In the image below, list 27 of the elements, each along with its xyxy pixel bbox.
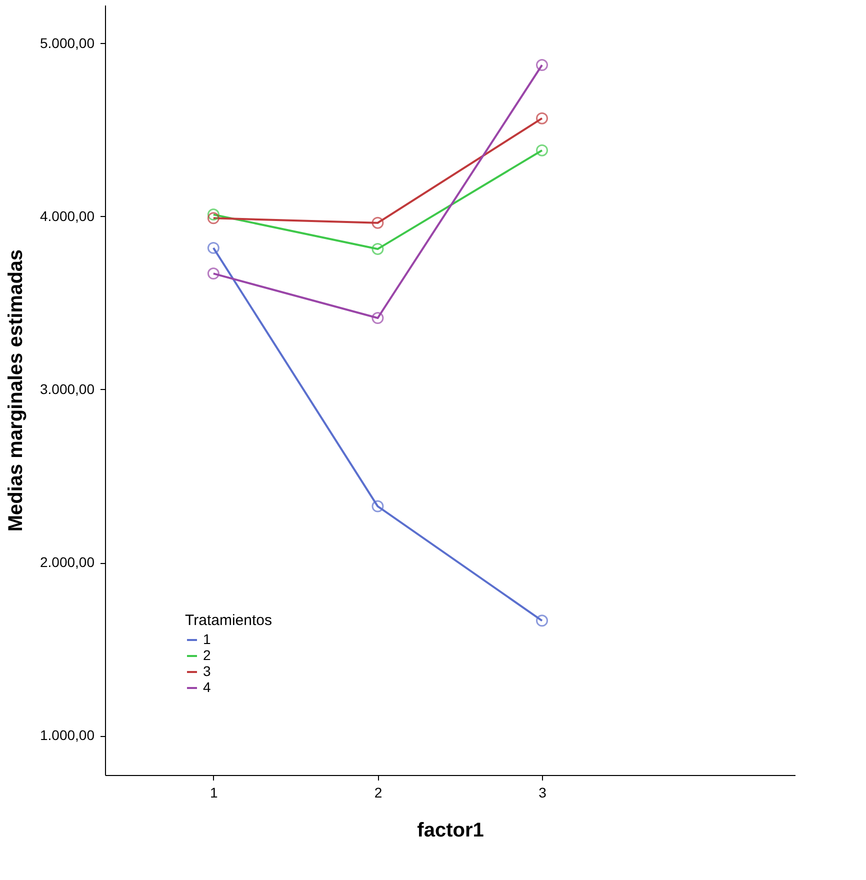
y-axis-title: Medias marginales estimadas: [5, 249, 28, 532]
point: [372, 312, 384, 324]
point: [207, 208, 220, 221]
legend-label: 3: [203, 663, 211, 679]
point: [536, 614, 548, 627]
y-tick-label: 5.000,00: [40, 34, 95, 51]
point: [536, 144, 548, 156]
point: [536, 59, 548, 72]
legend-label: 4: [203, 679, 211, 695]
y-tick-label: 3.000,00: [40, 380, 95, 397]
x-tick-label: 3: [538, 784, 547, 800]
y-tick-label: 1.000,00: [40, 727, 95, 744]
point: [207, 268, 220, 280]
legend-label: 1: [203, 631, 211, 647]
point: [207, 242, 220, 254]
point: [372, 242, 384, 255]
y-tick-label: 4.000,00: [40, 208, 95, 224]
point: [372, 500, 384, 512]
x-tick-label: 1: [210, 784, 218, 800]
y-tick-label: 2.000,00: [40, 554, 95, 570]
point: [372, 216, 384, 229]
point: [207, 212, 220, 224]
x-axis-title: factor1: [417, 820, 484, 842]
legend-label: 2: [203, 647, 211, 663]
x-tick-label: 2: [374, 784, 382, 800]
point: [536, 112, 548, 124]
legend-title: Tratamientos: [185, 612, 272, 629]
